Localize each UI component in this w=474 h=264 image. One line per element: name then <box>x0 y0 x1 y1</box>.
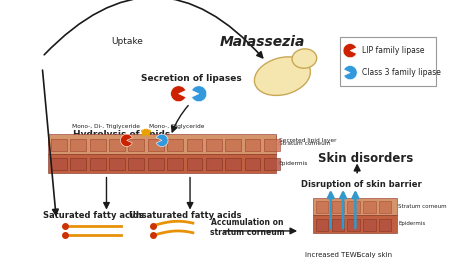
Text: Epidermis: Epidermis <box>399 221 426 227</box>
Text: Saturated fatty acids: Saturated fatty acids <box>43 211 144 220</box>
Text: Disruption of skin barrier: Disruption of skin barrier <box>301 180 422 189</box>
Bar <box>51 139 67 151</box>
Text: Mono-, Di-, Triglyceride: Mono-, Di-, Triglyceride <box>73 124 140 129</box>
Bar <box>71 139 86 151</box>
Bar <box>347 201 360 213</box>
Text: Hydrolysis of lipids: Hydrolysis of lipids <box>73 130 170 139</box>
Bar <box>379 219 392 231</box>
Bar <box>313 215 397 233</box>
Bar <box>264 139 280 151</box>
Text: Scaly skin: Scaly skin <box>357 252 392 258</box>
Bar <box>245 139 260 151</box>
Bar <box>51 158 67 170</box>
Text: Skin disorders: Skin disorders <box>319 152 414 165</box>
Bar <box>47 134 276 154</box>
Ellipse shape <box>292 49 317 68</box>
Wedge shape <box>343 44 356 58</box>
Text: Stratum corneum: Stratum corneum <box>399 204 447 209</box>
Text: Epidermis: Epidermis <box>279 161 308 166</box>
Bar <box>109 158 125 170</box>
Bar <box>90 139 106 151</box>
Bar <box>148 139 164 151</box>
Bar <box>167 158 183 170</box>
Bar <box>186 139 202 151</box>
Text: Uptake: Uptake <box>111 37 143 46</box>
Bar <box>167 139 183 151</box>
Wedge shape <box>191 86 207 102</box>
Wedge shape <box>156 134 168 147</box>
Bar <box>47 136 276 145</box>
Text: LIP family lipase: LIP family lipase <box>362 46 424 55</box>
Text: Class 3 family lipase: Class 3 family lipase <box>362 68 440 77</box>
Text: Increased TEWL: Increased TEWL <box>305 252 360 258</box>
Bar <box>316 219 328 231</box>
Text: Secreted lipid layer: Secreted lipid layer <box>279 138 337 143</box>
Bar <box>186 158 202 170</box>
Text: Secretion of lipases: Secretion of lipases <box>141 74 242 83</box>
Bar <box>206 158 222 170</box>
Bar <box>206 139 222 151</box>
Text: Unsaturated fatty acids: Unsaturated fatty acids <box>129 211 242 220</box>
Bar <box>332 219 344 231</box>
Bar <box>128 139 144 151</box>
Bar <box>225 139 241 151</box>
Bar <box>363 219 375 231</box>
Bar <box>71 158 86 170</box>
Bar <box>128 158 144 170</box>
Bar <box>363 201 375 213</box>
Bar <box>90 158 106 170</box>
Wedge shape <box>120 134 132 147</box>
Bar <box>225 158 241 170</box>
Text: Stratum corneum: Stratum corneum <box>279 141 330 146</box>
Bar <box>339 37 436 86</box>
Bar <box>316 201 328 213</box>
Text: Mono-, Diglyceride: Mono-, Diglyceride <box>149 124 205 129</box>
Ellipse shape <box>255 57 310 96</box>
Bar <box>313 197 397 215</box>
Bar <box>47 154 276 173</box>
Text: Accumulation on
stratum corneum: Accumulation on stratum corneum <box>210 218 284 237</box>
Wedge shape <box>171 86 186 102</box>
Text: Malassezia: Malassezia <box>219 35 305 49</box>
Bar <box>109 139 125 151</box>
Bar <box>379 201 392 213</box>
Bar <box>264 158 280 170</box>
Bar <box>332 201 344 213</box>
Bar <box>148 158 164 170</box>
Wedge shape <box>344 65 357 80</box>
Bar <box>245 158 260 170</box>
Bar <box>347 219 360 231</box>
